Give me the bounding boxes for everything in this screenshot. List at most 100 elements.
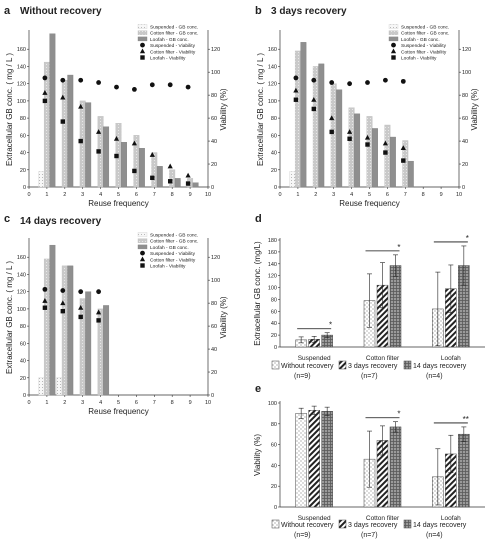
x-tick-label: 6 bbox=[386, 192, 389, 198]
x-tick-label: 0 bbox=[278, 192, 281, 198]
y2-tick-label: 120 bbox=[211, 255, 220, 261]
legend-marker bbox=[391, 55, 396, 60]
y-tick-label: 40 bbox=[271, 151, 277, 157]
viability-marker bbox=[400, 78, 406, 84]
y-tick-label: 180 bbox=[268, 238, 277, 244]
viability-marker bbox=[149, 152, 155, 157]
category-label: Cotton filter bbox=[366, 355, 400, 362]
legend-swatch bbox=[403, 519, 412, 529]
viability-marker bbox=[382, 140, 388, 146]
viability-marker bbox=[60, 94, 66, 100]
y-tick-label: 100 bbox=[17, 307, 26, 313]
panel-letter: b bbox=[255, 5, 262, 17]
bar bbox=[192, 182, 199, 188]
bar bbox=[61, 265, 68, 396]
x-tick-label: 4 bbox=[350, 192, 353, 198]
viability-marker bbox=[78, 138, 83, 144]
viability-marker bbox=[293, 87, 299, 93]
viability-marker bbox=[42, 98, 48, 104]
legend-label: Loofah - GB conc. bbox=[401, 37, 440, 43]
viability-marker bbox=[167, 82, 173, 88]
bar bbox=[43, 61, 50, 188]
viability-marker bbox=[42, 298, 48, 303]
x-tick-label: 7 bbox=[153, 192, 156, 198]
x-tick-label: 7 bbox=[404, 192, 407, 198]
x-tick-label: 2 bbox=[63, 192, 66, 198]
legend-label: 3 days recovery bbox=[348, 522, 398, 529]
legend-marker bbox=[139, 48, 146, 54]
viability-marker bbox=[185, 181, 191, 186]
bar bbox=[156, 166, 163, 188]
category-label: Suspended bbox=[298, 355, 331, 362]
y-tick-label: 160 bbox=[268, 250, 277, 256]
legend-label: Cotton filter - GB conc. bbox=[150, 239, 199, 245]
legend-label: Suspended - GB conc. bbox=[150, 25, 198, 31]
viability-marker bbox=[60, 308, 65, 314]
y-tick-label: 140 bbox=[17, 64, 26, 70]
bar bbox=[151, 152, 158, 188]
y2-tick-label: 20 bbox=[211, 370, 217, 376]
category-label: Loofah bbox=[441, 355, 461, 362]
bar bbox=[300, 42, 307, 188]
category-label: Loofah bbox=[441, 515, 461, 522]
y2-tick-label: 120 bbox=[211, 47, 220, 53]
bar bbox=[121, 142, 127, 188]
legend-swatch bbox=[338, 360, 347, 370]
legend-swatch bbox=[388, 36, 399, 42]
viability-marker bbox=[365, 142, 370, 147]
y2-tick-label: 40 bbox=[462, 139, 468, 145]
y-tick-label: 0 bbox=[274, 505, 277, 511]
y2-tick-label: 0 bbox=[211, 185, 214, 191]
viability-marker bbox=[149, 82, 155, 88]
viability-marker bbox=[383, 150, 388, 155]
bar bbox=[174, 178, 181, 188]
viability-marker bbox=[78, 289, 84, 295]
y2-tick-label: 120 bbox=[462, 47, 471, 53]
bar bbox=[85, 102, 92, 188]
legend-label: Suspended - Viability bbox=[150, 251, 196, 257]
legend-label: 14 days recovery bbox=[413, 522, 467, 529]
legend-label: Suspended - Viability bbox=[150, 43, 196, 49]
bar bbox=[295, 413, 307, 508]
significance-mark: * bbox=[329, 321, 332, 330]
viability-marker bbox=[114, 84, 119, 90]
viability-marker bbox=[96, 129, 102, 134]
bar bbox=[85, 291, 92, 396]
bar bbox=[103, 305, 110, 396]
y-tick-label: 140 bbox=[17, 272, 26, 278]
y-tick-label: 120 bbox=[268, 82, 277, 88]
x-tick-label: 1 bbox=[45, 400, 48, 406]
y2-tick-label: 0 bbox=[462, 185, 465, 191]
legend-label: Loofah - GB conc. bbox=[150, 245, 189, 251]
y-tick-label: 20 bbox=[271, 484, 277, 490]
viability-marker bbox=[383, 77, 388, 83]
legend-label: Loofah - Viability bbox=[150, 56, 186, 62]
viability-marker bbox=[113, 135, 120, 141]
viability-marker bbox=[132, 87, 137, 92]
legend-label: 14 days recovery bbox=[413, 363, 467, 370]
y2-tick-label: 60 bbox=[462, 116, 468, 122]
bar bbox=[38, 171, 45, 188]
legend-label: Cotton filter - Viability bbox=[150, 49, 196, 55]
y-tick-label: 100 bbox=[17, 99, 26, 105]
legend-label: 3 days recovery bbox=[348, 363, 398, 370]
y-tick-label: 120 bbox=[17, 290, 26, 296]
bar bbox=[366, 116, 373, 188]
x-axis-label: Reuse frequency bbox=[88, 407, 148, 416]
legend-label: Suspended - Viability bbox=[401, 43, 447, 49]
viability-marker bbox=[78, 304, 84, 310]
x-tick-label: 3 bbox=[81, 400, 84, 406]
y-tick-label: 160 bbox=[17, 255, 26, 261]
x-tick-label: 10 bbox=[456, 192, 462, 198]
y-tick-label: 160 bbox=[268, 47, 277, 53]
legend-label: Suspended - GB conc. bbox=[401, 25, 449, 31]
legend-marker bbox=[140, 42, 145, 48]
bar bbox=[103, 126, 110, 188]
viability-marker bbox=[168, 179, 173, 184]
bar bbox=[79, 100, 86, 188]
viability-marker bbox=[311, 77, 317, 83]
legend-marker bbox=[140, 55, 145, 60]
viability-marker bbox=[293, 75, 299, 81]
y-axis-label: Extracellular GB conc. ( mg / L ) bbox=[256, 53, 265, 166]
